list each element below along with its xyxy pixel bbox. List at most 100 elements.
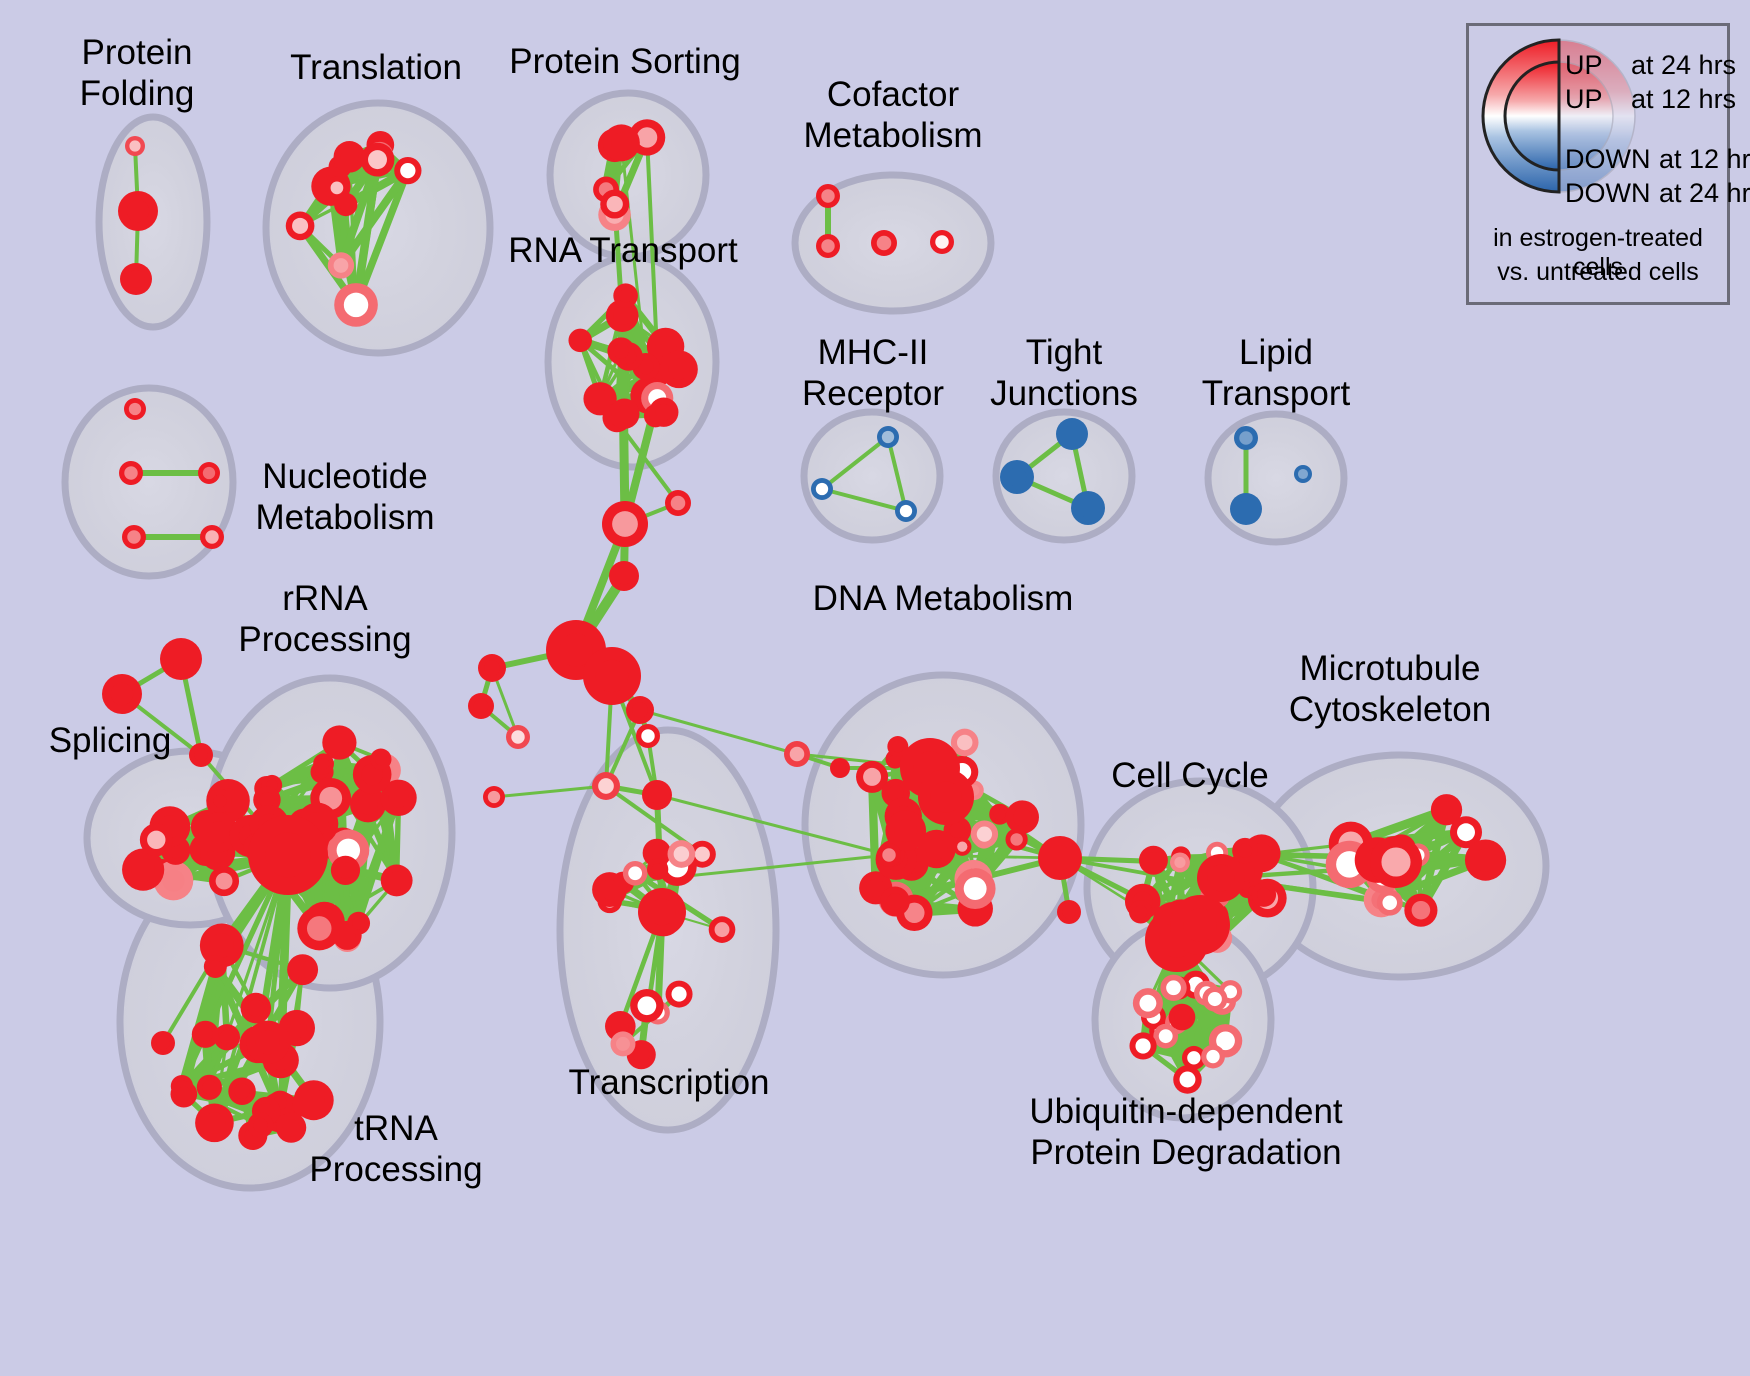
network-edge [212, 853, 290, 1125]
cluster-label-cofactor-metabolism: Cofactor Metabolism [803, 75, 983, 155]
network-node [630, 988, 664, 1023]
cluster-label-tight-junctions: Tight Junctions [990, 333, 1138, 413]
network-node [1057, 900, 1081, 924]
network-node [665, 490, 691, 516]
network-node [885, 810, 927, 852]
network-node [613, 283, 638, 309]
cluster-label-microtubule-cytoskeleton: Microtubule Cytoskeleton [1288, 649, 1492, 729]
legend-state-3: DOWN [1565, 178, 1651, 208]
network-node [918, 769, 974, 825]
network-node [125, 136, 145, 156]
network-node [1138, 845, 1168, 875]
network-node [602, 124, 640, 162]
network-node [649, 397, 679, 427]
network-node [609, 398, 640, 429]
cluster-label-protein-folding: Protein Folding [79, 33, 195, 113]
network-node [1160, 974, 1187, 1001]
network-node [1430, 794, 1463, 826]
network-node [1132, 988, 1163, 1019]
network-node [102, 674, 142, 714]
network-node [333, 140, 366, 173]
network-node [278, 1009, 316, 1047]
network-node [151, 1031, 175, 1055]
network-node [213, 1024, 241, 1051]
network-node [1153, 1023, 1179, 1049]
network-node [583, 647, 641, 705]
network-node [1071, 491, 1105, 525]
network-node [118, 191, 158, 231]
network-node [592, 872, 627, 908]
network-edge [886, 435, 908, 513]
network-node [313, 753, 334, 775]
network-node [160, 638, 202, 680]
network-node [930, 230, 954, 254]
network-node [607, 337, 635, 365]
cluster-label-nucleotide-metabolism: Nucleotide Metabolism [255, 457, 435, 537]
network-node [198, 462, 220, 484]
network-edge [352, 166, 412, 309]
network-node [660, 350, 698, 389]
network-node [322, 725, 357, 760]
network-node [1464, 839, 1507, 881]
network-node [478, 654, 506, 682]
network-node [950, 728, 979, 757]
network-node [327, 252, 355, 279]
network-node [285, 211, 315, 241]
network-node [1005, 828, 1028, 851]
network-node [196, 1074, 222, 1100]
cluster-label-mhc-ii-receptor: MHC-II Receptor [801, 333, 945, 413]
cluster-label-splicing: Splicing [48, 721, 172, 760]
network-edge [638, 708, 799, 756]
network-node [1000, 460, 1034, 494]
network-node [1170, 895, 1230, 955]
network-node [877, 426, 899, 448]
network-node [350, 786, 386, 823]
network-node [665, 980, 693, 1008]
network-node [1232, 837, 1258, 864]
network-node [1181, 1045, 1206, 1070]
network-node [240, 992, 272, 1024]
network-node [880, 886, 910, 917]
network-node [609, 561, 639, 591]
network-node [1294, 465, 1312, 483]
network-node [334, 283, 378, 327]
network-node [1376, 889, 1403, 916]
network-node [568, 328, 592, 353]
network-node [1005, 800, 1039, 834]
network-node [394, 156, 422, 185]
network-node [953, 837, 972, 856]
cluster-label-lipid-transport: Lipid Transport [1201, 333, 1351, 413]
network-node [856, 760, 889, 793]
network-node [195, 1103, 234, 1143]
network-node [122, 848, 165, 891]
legend-node-diagram [1481, 38, 1636, 194]
network-edge [820, 487, 908, 513]
network-node [189, 743, 213, 767]
network-node [610, 1031, 636, 1057]
network-node [1173, 1065, 1202, 1094]
network-node [877, 843, 901, 867]
network-node [325, 176, 349, 200]
network-node [380, 779, 417, 816]
network-node [246, 1020, 290, 1064]
network-node [198, 812, 239, 853]
network-node [483, 786, 505, 808]
network-node [191, 1020, 219, 1048]
cluster-label-dna-metabolism: DNA Metabolism [812, 579, 1074, 618]
network-node [1197, 854, 1245, 902]
network-node [667, 840, 696, 868]
network-node [139, 823, 173, 857]
network-node [989, 803, 1011, 825]
network-node [1404, 893, 1438, 927]
network-node [506, 725, 530, 749]
network-edge [820, 435, 890, 491]
cluster-label-trna-processing: tRNA Processing [309, 1109, 483, 1189]
cluster-label-rna-transport: RNA Transport [508, 231, 738, 270]
network-node [708, 916, 736, 943]
cluster-region-nucleotide-metabolism [61, 384, 237, 580]
network-node [636, 724, 660, 748]
network-node [816, 234, 840, 258]
network-node [895, 500, 917, 522]
network-node [859, 871, 893, 905]
network-node [647, 858, 669, 880]
